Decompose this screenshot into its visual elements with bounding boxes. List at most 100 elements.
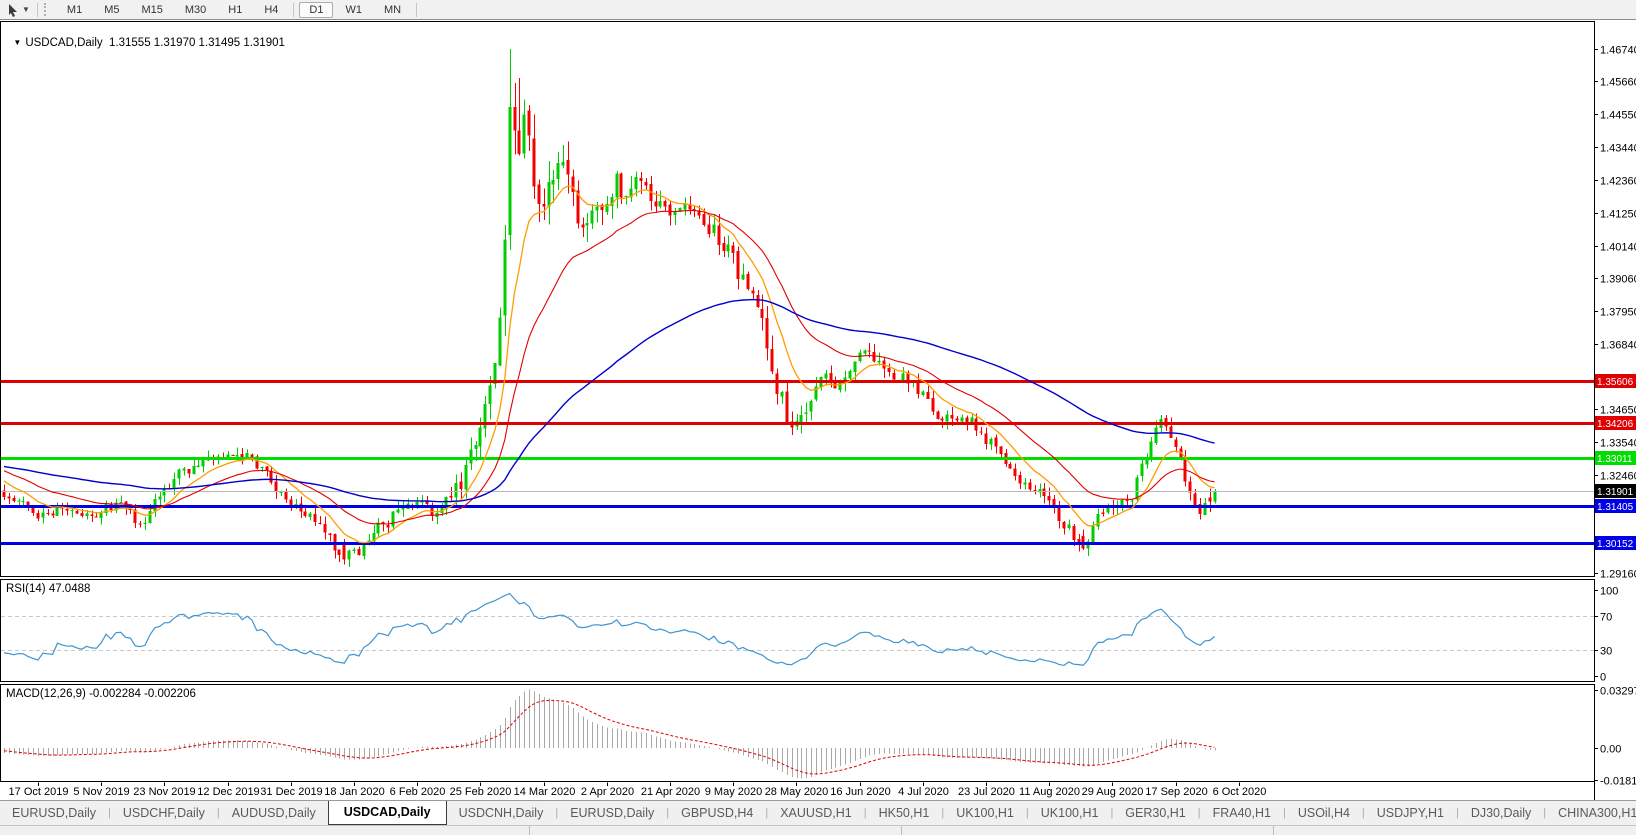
status-cell [902, 826, 1274, 835]
svg-text:0: 0 [1600, 672, 1606, 684]
tab-separator: | [1455, 807, 1459, 819]
svg-text:14 Mar 2020: 14 Mar 2020 [514, 786, 576, 798]
svg-text:25 Feb 2020: 25 Feb 2020 [450, 786, 512, 798]
toolbar-separator [36, 2, 38, 17]
tab-usdjpy-h1[interactable]: USDJPY,H1 [1376, 806, 1444, 820]
tab-separator: | [666, 807, 670, 819]
svg-text:17 Sep 2020: 17 Sep 2020 [1145, 786, 1207, 798]
chart-canvas[interactable]: 1.46740 1.45660 1.44550 1.43440 1.42360 1.412… [0, 20, 1636, 800]
tab-usoil-h4[interactable]: USOil,H4 [1297, 806, 1350, 820]
tab-eurusd-daily[interactable]: EURUSD,Daily [12, 806, 97, 820]
svg-text:11 Aug 2020: 11 Aug 2020 [1019, 786, 1080, 798]
tab-separator: | [1282, 807, 1286, 819]
svg-text:0.00: 0.00 [1600, 744, 1621, 756]
tab-usdchf-daily[interactable]: USDCHF,Daily [122, 806, 205, 820]
svg-text:1.43440: 1.43440 [1600, 143, 1636, 155]
timeframe-button-m5[interactable]: M5 [104, 3, 120, 16]
timeframe-button-h4[interactable]: H4 [264, 3, 279, 16]
timeframe-button-w1[interactable]: W1 [345, 3, 362, 16]
status-bar [0, 825, 1636, 835]
tab-audusd-daily[interactable]: AUDUSD,Daily [231, 806, 316, 820]
svg-text:1.41250: 1.41250 [1600, 209, 1636, 221]
tab-separator: | [216, 807, 220, 819]
svg-text:5 Nov 2019: 5 Nov 2019 [73, 786, 129, 798]
tab-separator: | [1025, 807, 1029, 819]
svg-text:9 May 2020: 9 May 2020 [705, 786, 762, 798]
dropdown-caret-icon[interactable]: ▼ [22, 5, 30, 14]
tab-china300-h1[interactable]: CHINA300,H1 [1558, 806, 1636, 820]
svg-text:0.032972: 0.032972 [1600, 686, 1636, 698]
svg-text:1.35606: 1.35606 [1597, 377, 1634, 388]
svg-text:12 Dec 2019: 12 Dec 2019 [197, 786, 259, 798]
tab-fra40-h1[interactable]: FRA40,H1 [1212, 806, 1271, 820]
svg-text:2 Apr 2020: 2 Apr 2020 [581, 786, 634, 798]
timeframe-button-group: M1 M5 M15 M30 H1 H4 D1 W1 MN [56, 1, 421, 18]
tab-separator: | [1543, 807, 1547, 819]
tab-dj30-daily[interactable]: DJ30,Daily [1470, 806, 1532, 820]
toolbar-separator [416, 2, 418, 17]
svg-text:1.39060: 1.39060 [1600, 274, 1636, 286]
svg-text:1.46740: 1.46740 [1600, 45, 1636, 57]
timeframe-button-m1[interactable]: M1 [66, 3, 83, 16]
svg-text:1.33011: 1.33011 [1597, 454, 1633, 465]
status-cell [0, 826, 530, 835]
tab-separator: | [1197, 807, 1201, 819]
tab-separator: | [863, 807, 867, 819]
svg-text:1.45660: 1.45660 [1600, 77, 1636, 89]
tab-separator: | [1110, 807, 1114, 819]
timeframe-button-m15[interactable]: M15 [141, 3, 163, 16]
svg-text:1.40140: 1.40140 [1600, 242, 1636, 254]
timeframe-button-h1[interactable]: H1 [228, 3, 243, 16]
svg-text:100: 100 [1600, 586, 1618, 598]
tab-xauusd-h1[interactable]: XAUUSD,H1 [780, 806, 852, 820]
status-cell [1274, 826, 1636, 835]
tab-usdcad-daily[interactable]: USDCAD,Daily [327, 800, 447, 825]
svg-text:1.33540: 1.33540 [1600, 438, 1636, 450]
svg-text:1.34650: 1.34650 [1600, 405, 1636, 417]
toolbar-separator [293, 2, 295, 17]
tab-uk100-h1[interactable]: UK100,H1 [1040, 806, 1099, 820]
svg-text:1.30152: 1.30152 [1597, 539, 1634, 550]
tab-gbpusd-h4[interactable]: GBPUSD,H4 [681, 806, 754, 820]
svg-text:30: 30 [1600, 646, 1612, 658]
tab-separator: | [555, 807, 559, 819]
svg-text:-0.01815: -0.01815 [1600, 776, 1636, 788]
svg-text:1.37950: 1.37950 [1600, 307, 1636, 319]
top-toolbar: ▼ M1 M5 M15 M30 H1 H4 D1 W1 MN [0, 0, 1636, 20]
svg-text:28 May 2020: 28 May 2020 [765, 786, 829, 798]
svg-text:23 Jul 2020: 23 Jul 2020 [958, 786, 1015, 798]
svg-text:23 Nov 2019: 23 Nov 2019 [133, 786, 195, 798]
tab-separator: | [941, 807, 945, 819]
svg-text:18 Jan 2020: 18 Jan 2020 [324, 786, 385, 798]
svg-text:1.34206: 1.34206 [1597, 419, 1634, 430]
svg-text:1.32460: 1.32460 [1600, 471, 1636, 483]
toolbar-grip[interactable] [43, 3, 50, 16]
svg-text:21 Apr 2020: 21 Apr 2020 [641, 786, 700, 798]
status-cell [530, 826, 902, 835]
pointer-tool-button[interactable]: ▼ [0, 3, 33, 17]
svg-text:29 Aug 2020: 29 Aug 2020 [1082, 786, 1144, 798]
svg-text:6 Oct 2020: 6 Oct 2020 [1213, 786, 1267, 798]
tab-hk50-h1[interactable]: HK50,H1 [878, 806, 930, 820]
svg-text:1.31405: 1.31405 [1597, 502, 1634, 513]
tab-separator: | [765, 807, 769, 819]
svg-text:17 Oct 2019: 17 Oct 2019 [9, 786, 69, 798]
svg-text:1.29160: 1.29160 [1600, 569, 1636, 581]
tab-uk100-h1[interactable]: UK100,H1 [956, 806, 1014, 820]
svg-text:31 Dec 2019: 31 Dec 2019 [260, 786, 322, 798]
tab-eurusd-daily[interactable]: EURUSD,Daily [570, 806, 655, 820]
svg-text:1.44550: 1.44550 [1600, 110, 1636, 122]
timeframe-button-mn[interactable]: MN [383, 3, 402, 16]
tab-ger30-h1[interactable]: GER30,H1 [1125, 806, 1186, 820]
timeframe-button-d1[interactable]: D1 [299, 1, 334, 18]
svg-text:6 Feb 2020: 6 Feb 2020 [390, 786, 446, 798]
svg-text:1.36840: 1.36840 [1600, 340, 1636, 352]
tab-usdcnh-daily[interactable]: USDCNH,Daily [458, 806, 544, 820]
tab-separator: | [1361, 807, 1365, 819]
timeframe-button-m30[interactable]: M30 [184, 3, 207, 16]
tab-separator: | [108, 807, 111, 819]
svg-text:4 Jul 2020: 4 Jul 2020 [898, 786, 949, 798]
svg-text:70: 70 [1600, 612, 1612, 624]
pointer-tool-icon [9, 3, 17, 17]
